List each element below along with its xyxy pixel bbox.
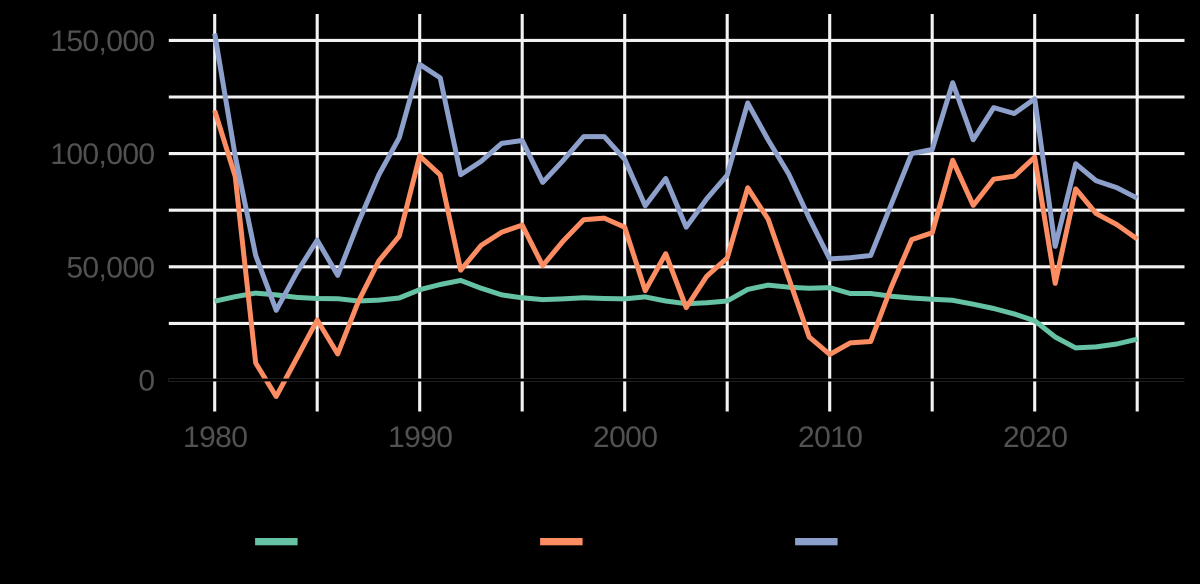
svg-text:0: 0 [138,365,154,398]
svg-text:1990: 1990 [388,421,452,454]
svg-text:150,000: 150,000 [50,25,154,58]
svg-text:50,000: 50,000 [66,251,154,284]
svg-text:2010: 2010 [798,421,862,454]
svg-text:2000: 2000 [593,421,657,454]
svg-text:2020: 2020 [1003,421,1067,454]
svg-text:100,000: 100,000 [50,138,154,171]
svg-text:1980: 1980 [183,421,247,454]
